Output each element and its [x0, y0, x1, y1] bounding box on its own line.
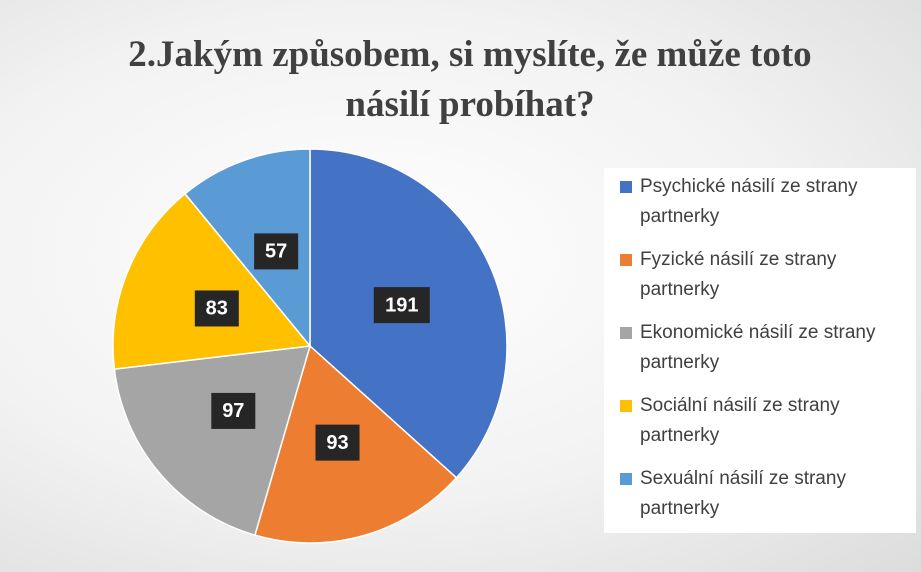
- legend-swatch: [620, 327, 632, 339]
- legend-swatch: [620, 181, 632, 193]
- legend-swatch: [620, 254, 632, 266]
- data-label: 83: [206, 298, 228, 320]
- data-label-box: [315, 424, 360, 461]
- chart-title: 2.Jakým způsobem, si myslíte, že může to…: [128, 34, 812, 125]
- data-label-box: [373, 287, 430, 324]
- pie-slice: [112, 192, 312, 370]
- legend-label: Sexuální násilí ze strany partnerky: [640, 468, 846, 519]
- legend-label: Sociální násilí ze strany partnerky: [640, 395, 840, 446]
- pie-slice: [183, 148, 311, 349]
- legend-item: Psychické násilí ze strany partnerky: [620, 172, 910, 232]
- data-label-box: [211, 392, 256, 429]
- data-label: 97: [222, 400, 244, 422]
- data-label-box: [254, 233, 299, 270]
- data-label: 93: [326, 432, 348, 454]
- legend: Psychické násilí ze strany partnerky Fyzi…: [604, 168, 916, 533]
- legend-label: Ekonomické násilí ze strany partnerky: [640, 322, 876, 373]
- data-label: 191: [385, 294, 418, 316]
- legend-label: Fyzické násilí ze strany partnerky: [640, 249, 837, 300]
- legend-item: Fyzické násilí ze strany partnerky: [620, 245, 910, 305]
- legend-item: Sociální násilí ze strany partnerky: [620, 391, 910, 451]
- pie-slice: [113, 345, 312, 537]
- legend-label: Psychické násilí ze strany partnerky: [640, 176, 858, 227]
- data-label: 57: [265, 241, 287, 263]
- data-label-box: [194, 290, 239, 327]
- legend-item: Sexuální násilí ze strany partnerky: [620, 464, 910, 524]
- legend-item: Ekonomické násilí ze strany partnerky: [620, 318, 910, 378]
- legend-swatch: [620, 400, 632, 412]
- legend-swatch: [620, 473, 632, 485]
